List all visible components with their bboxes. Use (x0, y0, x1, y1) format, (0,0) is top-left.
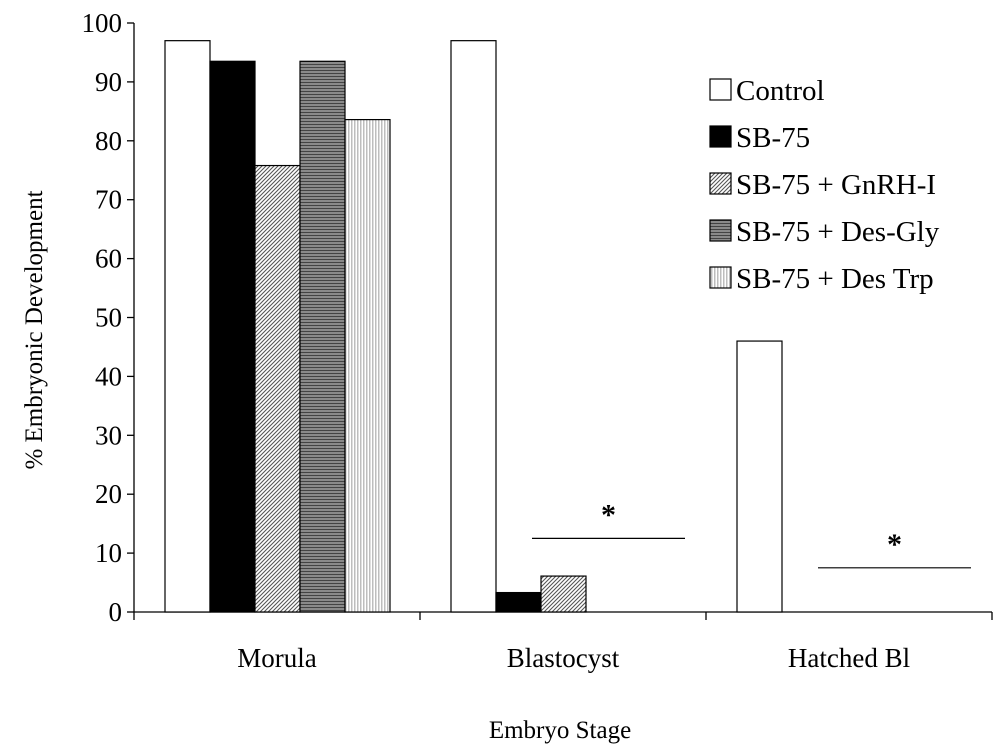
y-tick-label: 10 (95, 538, 122, 568)
x-tick-label: Hatched Bl (788, 643, 910, 673)
bar (344, 118, 391, 613)
bar (164, 40, 211, 613)
y-tick-label: 40 (95, 361, 122, 391)
y-tick-label: 30 (95, 420, 122, 450)
legend-label: Control (736, 75, 825, 107)
y-tick-label: 100 (82, 8, 123, 38)
legend-swatch (709, 266, 732, 289)
x-axis-title: Embryo Stage (489, 717, 631, 744)
legend: Control SB-75 SB-75 + GnRH-I SB-75 + Des-Gl… (709, 75, 940, 295)
significance-marker: * (887, 528, 902, 561)
y-tick-label: 90 (95, 67, 122, 97)
y-tick-label: 50 (95, 303, 122, 333)
bar (450, 40, 497, 613)
legend-label: SB-75 + GnRH-I (736, 169, 936, 201)
annotations: ** (532, 498, 971, 569)
bar (495, 591, 542, 613)
y-tick-label: 0 (109, 597, 123, 627)
x-tick-label: Morula (237, 643, 317, 673)
legend-swatch (709, 219, 732, 242)
legend-swatch (709, 172, 732, 195)
legend-label: SB-75 + Des-Gly (736, 216, 940, 248)
y-tick-label: 20 (95, 479, 122, 509)
bar (209, 60, 256, 613)
y-axis: 0 10 20 30 40 50 60 70 80 90 100 (82, 8, 135, 627)
bar (736, 340, 783, 613)
y-tick-label: 70 (95, 185, 122, 215)
x-axis: Morula Blastocyst Hatched Bl (133, 611, 993, 673)
significance-marker: * (601, 498, 616, 531)
legend-swatch (709, 125, 732, 148)
bar (254, 164, 301, 613)
y-axis-title: % Embryonic Development (21, 190, 48, 469)
y-tick-label: 60 (95, 244, 122, 274)
legend-label: SB-75 (736, 122, 810, 154)
x-tick-label: Blastocyst (507, 643, 620, 673)
bars (164, 40, 783, 613)
bar (540, 575, 587, 613)
bar (299, 60, 346, 613)
legend-swatch (709, 78, 732, 101)
legend-label: SB-75 + Des Trp (736, 263, 934, 295)
y-tick-label: 80 (95, 126, 122, 156)
